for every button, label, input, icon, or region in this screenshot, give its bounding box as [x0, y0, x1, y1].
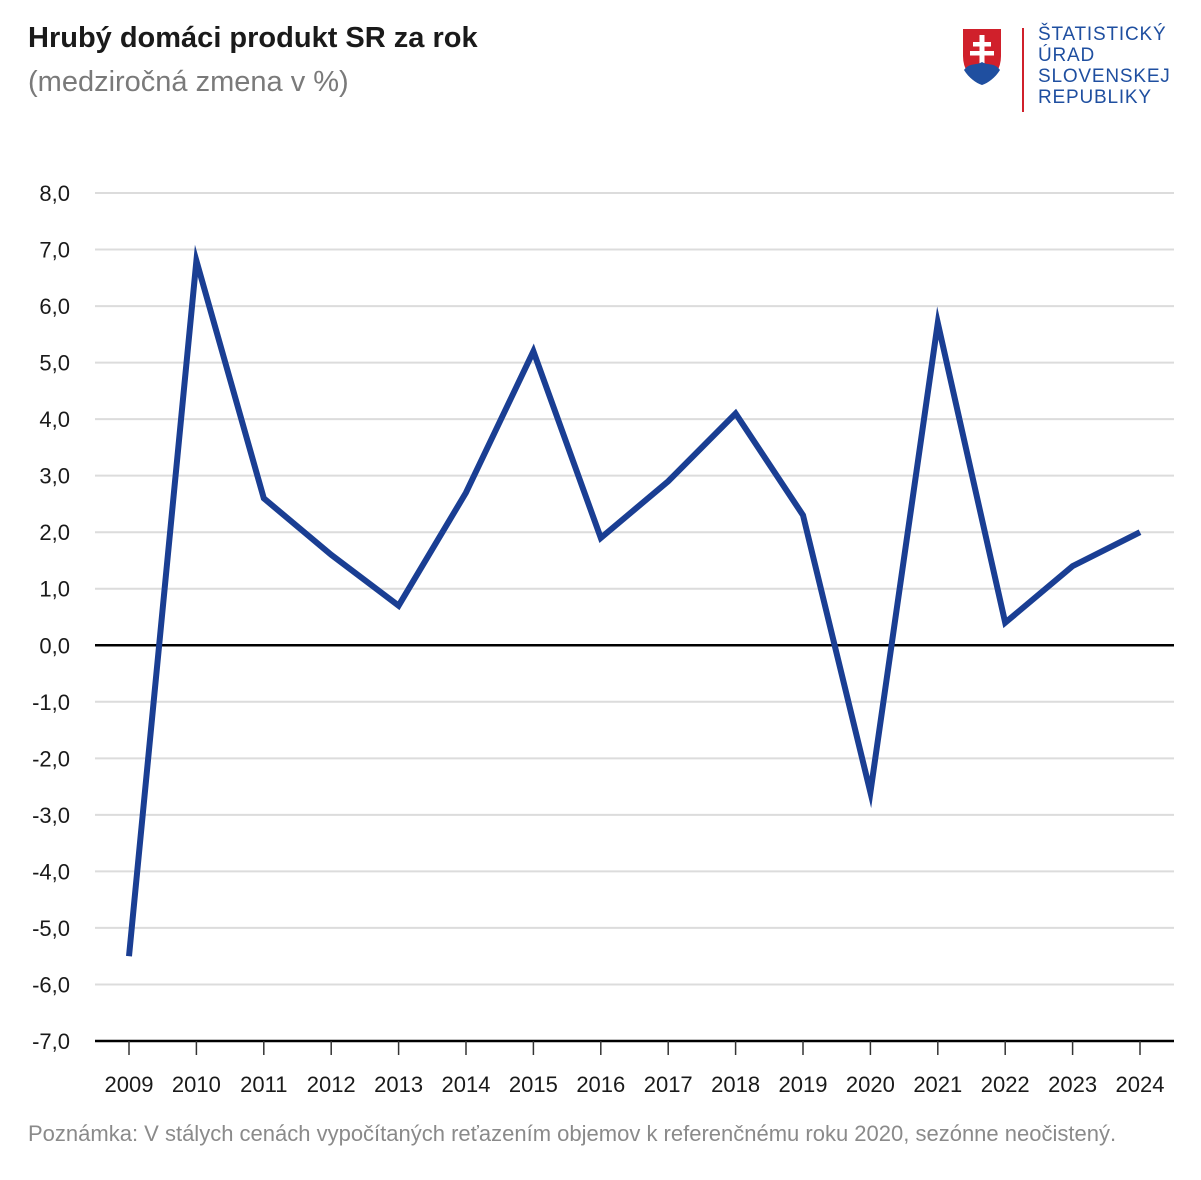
chart-note: Poznámka: V stálych cenách vypočítaných …	[28, 1121, 1117, 1146]
y-tick-label: -7,0	[32, 1029, 70, 1054]
x-tick-label: 2015	[509, 1072, 558, 1097]
x-tick-label: 2009	[105, 1072, 154, 1097]
x-tick-label: 2010	[172, 1072, 221, 1097]
x-tick-label: 2019	[779, 1072, 828, 1097]
y-tick-label: 8,0	[39, 181, 70, 206]
y-tick-label: -3,0	[32, 803, 70, 828]
logo-line: ŠTATISTICKÝ	[1038, 24, 1167, 45]
slovak-coat-of-arms-icon	[961, 27, 1003, 88]
y-tick-label: -6,0	[32, 972, 70, 997]
y-tick-label: -1,0	[32, 690, 70, 715]
chart-title: Hrubý domáci produkt SR za rok	[28, 22, 478, 54]
y-tick-label: 0,0	[39, 633, 70, 658]
logo-divider	[1022, 28, 1024, 112]
x-tick-label: 2020	[846, 1072, 895, 1097]
y-tick-label: 4,0	[39, 407, 70, 432]
y-tick-label: -4,0	[32, 859, 70, 884]
x-tick-label: 2024	[1116, 1072, 1165, 1097]
x-tick-label: 2017	[644, 1072, 693, 1097]
x-tick-label: 2022	[981, 1072, 1030, 1097]
logo-text: ŠTATISTICKÝ ÚRAD SLOVENSKEJ REPUBLIKY	[1038, 24, 1171, 108]
x-tick-label: 2023	[1048, 1072, 1097, 1097]
y-tick-label: 3,0	[39, 464, 70, 489]
logo-line: REPUBLIKY	[1038, 87, 1152, 108]
y-tick-label: -5,0	[32, 916, 70, 941]
y-tick-label: 5,0	[39, 351, 70, 376]
x-tick-label: 2021	[913, 1072, 962, 1097]
y-tick-label: 6,0	[39, 294, 70, 319]
y-tick-label: 7,0	[39, 238, 70, 263]
x-tick-label: 2011	[240, 1072, 287, 1097]
y-tick-label: 1,0	[39, 577, 70, 602]
x-tick-label: 2012	[307, 1072, 356, 1097]
x-tick-label: 2014	[442, 1072, 491, 1097]
statistical-office-logo: ŠTATISTICKÝ ÚRAD SLOVENSKEJ REPUBLIKY	[958, 24, 1173, 114]
x-tick-label: 2018	[711, 1072, 760, 1097]
logo-line: ÚRAD	[1038, 45, 1096, 66]
y-tick-label: 2,0	[39, 520, 70, 545]
x-tick-label: 2016	[576, 1072, 625, 1097]
y-tick-label: -2,0	[32, 746, 70, 771]
x-tick-label: 2013	[374, 1072, 423, 1097]
chart-subtitle: (medziročná zmena v %)	[28, 66, 349, 98]
series-line	[126, 244, 1142, 957]
logo-line: SLOVENSKEJ	[1038, 66, 1171, 87]
